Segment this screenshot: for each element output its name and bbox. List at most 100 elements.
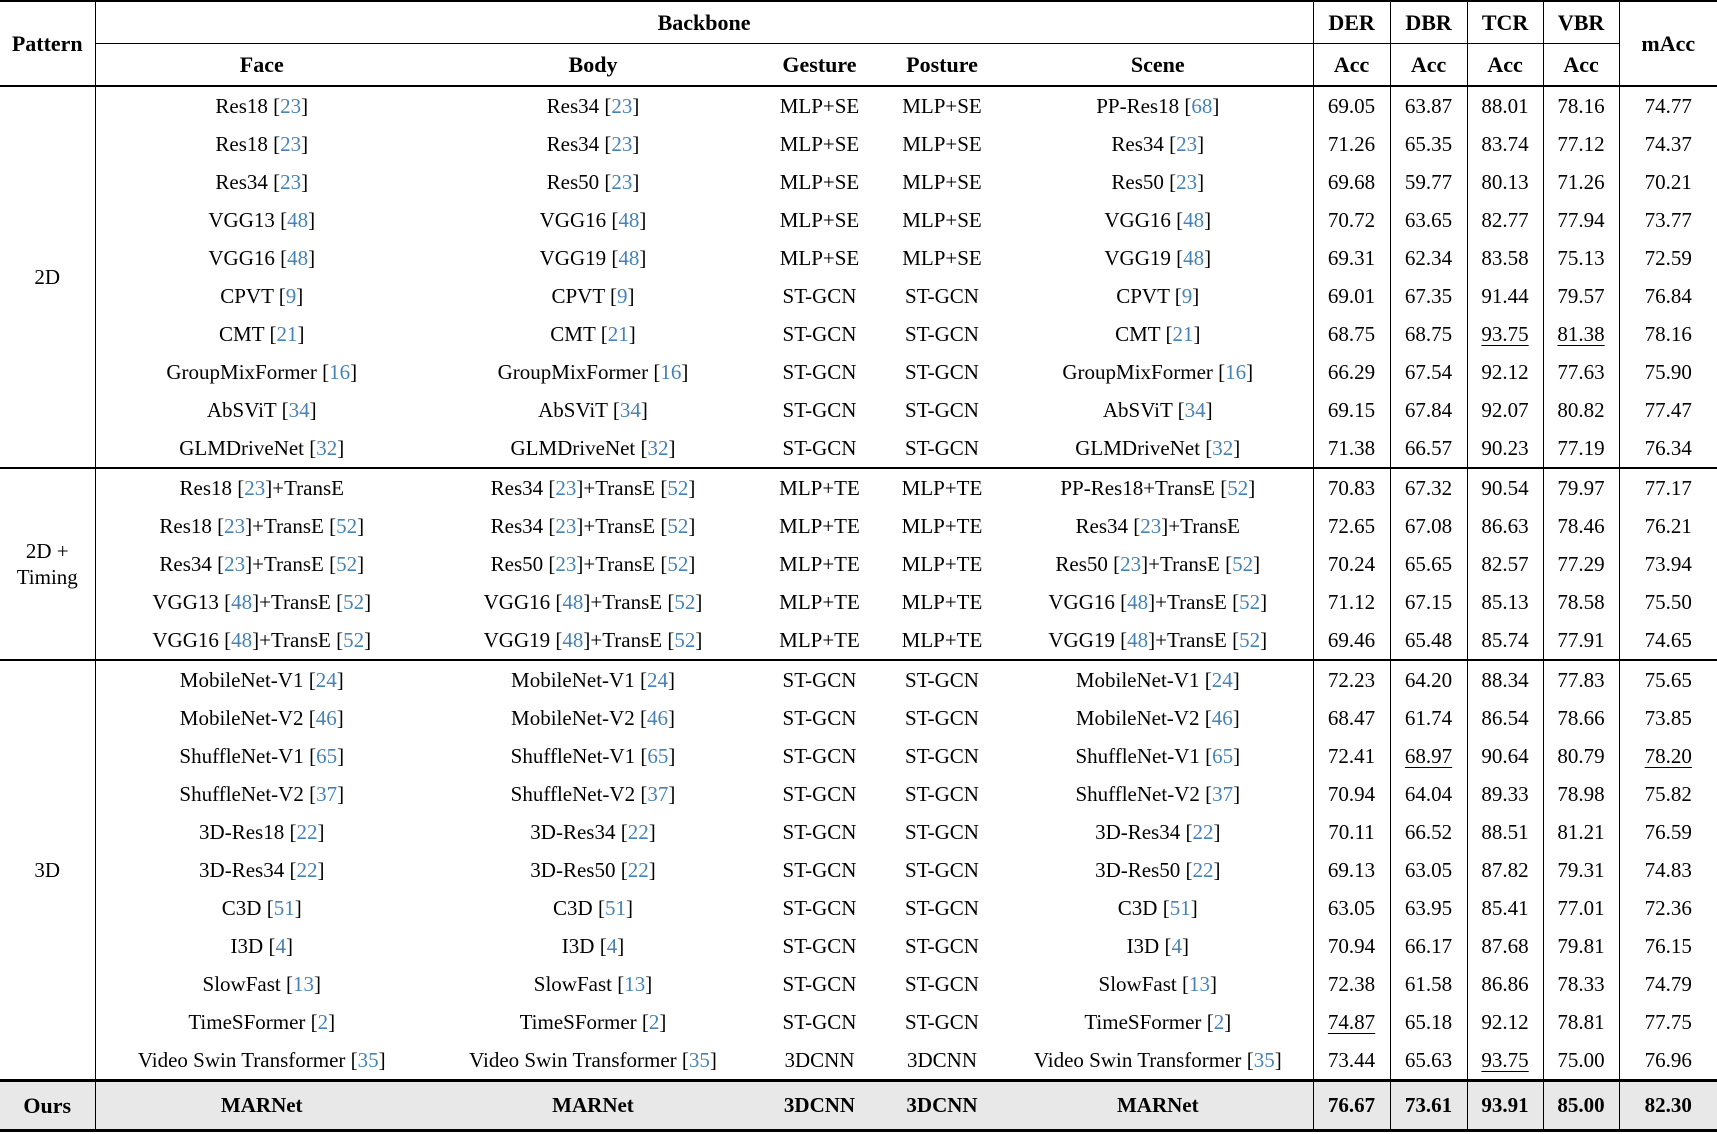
citation-link[interactable]: 2	[317, 1009, 329, 1034]
citation-link[interactable]: 65	[316, 743, 338, 768]
citation-link[interactable]: 23	[555, 475, 577, 500]
citation-link[interactable]: 48	[1183, 245, 1205, 270]
citation-link[interactable]: 46	[315, 705, 337, 730]
citation-link[interactable]: 52	[1227, 475, 1249, 500]
citation-link[interactable]: 22	[1192, 857, 1214, 882]
citation-link[interactable]: 52	[336, 513, 358, 538]
citation-link[interactable]: 46	[646, 705, 668, 730]
citation-link[interactable]: 23	[611, 169, 633, 194]
citation-link[interactable]: 48	[231, 627, 253, 652]
citation-link[interactable]: 52	[343, 589, 365, 614]
citation-link[interactable]: 37	[647, 781, 669, 806]
citation-link[interactable]: 52	[674, 589, 696, 614]
citation-link[interactable]: 2	[1213, 1009, 1225, 1034]
citation-link[interactable]: 35	[1253, 1047, 1275, 1072]
citation-link[interactable]: 13	[1188, 971, 1210, 996]
table-row: CPVT [9] CPVT [9] ST-GCN ST-GCN CPVT [9] 69.0…	[0, 277, 1717, 315]
citation-link[interactable]: 65	[647, 743, 669, 768]
citation-link[interactable]: 23	[1120, 551, 1142, 576]
citation-link[interactable]: 48	[287, 245, 309, 270]
citation-link[interactable]: 21	[276, 321, 298, 346]
citation-link[interactable]: 34	[619, 397, 641, 422]
citation-link[interactable]: 65	[1212, 743, 1234, 768]
citation-link[interactable]: 23	[611, 93, 633, 118]
citation-link[interactable]: 52	[1239, 627, 1261, 652]
citation-link[interactable]: 4	[275, 933, 286, 958]
citation-link[interactable]: 4	[606, 933, 618, 958]
citation-link[interactable]: 9	[1181, 283, 1193, 308]
citation-link[interactable]: 21	[607, 321, 629, 346]
citation-link[interactable]: 24	[1211, 667, 1233, 692]
citation-link[interactable]: 68	[1191, 93, 1213, 118]
citation-link[interactable]: 48	[618, 245, 640, 270]
citation-link[interactable]: 52	[667, 475, 689, 500]
citation-link[interactable]: 32	[647, 435, 669, 460]
citation-link[interactable]: 52	[667, 513, 689, 538]
citation-link[interactable]: 23	[1140, 513, 1162, 538]
citation-link[interactable]: 23	[555, 551, 577, 576]
citation-link[interactable]: 48	[1127, 627, 1149, 652]
citation-link[interactable]: 9	[617, 283, 628, 308]
citation-link[interactable]: 22	[627, 857, 649, 882]
citation-link[interactable]: 23	[280, 93, 302, 118]
citation-link[interactable]: 32	[316, 435, 338, 460]
face-cell: Res18 [23]	[215, 131, 309, 156]
citation-link[interactable]: 35	[357, 1047, 379, 1072]
citation-link[interactable]: 52	[336, 551, 358, 576]
citation-link[interactable]: 23	[611, 131, 633, 156]
citation-link[interactable]: 23	[1176, 131, 1198, 156]
citation-link[interactable]: 9	[285, 283, 297, 308]
citation-link[interactable]: 48	[1183, 207, 1205, 232]
citation-link[interactable]: 23	[555, 513, 577, 538]
citation-link[interactable]: 51	[1169, 895, 1191, 920]
citation-link[interactable]: 37	[1212, 781, 1234, 806]
citation-link[interactable]: 48	[1127, 589, 1149, 614]
citation-link[interactable]: 24	[646, 667, 668, 692]
citation-link[interactable]: 21	[1172, 321, 1194, 346]
citation-link[interactable]: 23	[280, 169, 302, 194]
citation-link[interactable]: 16	[329, 359, 351, 384]
citation-link[interactable]: 48	[231, 589, 253, 614]
table-row: C3D [51] C3D [51] ST-GCN ST-GCN C3D [51] 63.0…	[0, 889, 1717, 927]
citation-link[interactable]: 23	[244, 475, 266, 500]
citation-link[interactable]: 2	[648, 1009, 660, 1034]
citation-link[interactable]: 51	[604, 895, 626, 920]
citation-link[interactable]: 23	[280, 131, 302, 156]
citation-link[interactable]: 24	[315, 667, 337, 692]
tcr-acc-cell: 88.51	[1466, 813, 1544, 851]
citation-link[interactable]: 52	[1239, 589, 1261, 614]
citation-link[interactable]: 52	[674, 627, 696, 652]
citation-link[interactable]: 22	[1192, 819, 1214, 844]
citation-link[interactable]: 16	[1225, 359, 1247, 384]
face-cell: VGG13 [48]	[208, 207, 316, 232]
body-cell: VGG19 [48]+TransE [52]	[483, 627, 703, 652]
citation-link[interactable]: 51	[273, 895, 295, 920]
citation-link[interactable]: 13	[292, 971, 314, 996]
citation-link[interactable]: 48	[562, 589, 584, 614]
citation-link[interactable]: 4	[1171, 933, 1182, 958]
citation-link[interactable]: 35	[688, 1047, 710, 1072]
tcr-acc-cell: 86.86	[1466, 965, 1544, 1003]
citation-link[interactable]: 23	[1176, 169, 1198, 194]
body-cell: VGG19 [48]	[539, 245, 647, 270]
citation-link[interactable]: 22	[627, 819, 649, 844]
citation-link[interactable]: 48	[562, 627, 584, 652]
citation-link[interactable]: 13	[624, 971, 646, 996]
citation-link[interactable]: 23	[224, 513, 246, 538]
citation-link[interactable]: 37	[316, 781, 338, 806]
citation-link[interactable]: 16	[660, 359, 682, 384]
citation-link[interactable]: 22	[296, 819, 318, 844]
citation-link[interactable]: 34	[288, 397, 310, 422]
citation-link[interactable]: 32	[1212, 435, 1234, 460]
citation-link[interactable]: 52	[1232, 551, 1254, 576]
second-best-value: 78.20	[1644, 743, 1692, 768]
citation-link[interactable]: 22	[296, 857, 318, 882]
citation-link[interactable]: 34	[1184, 397, 1206, 422]
citation-link[interactable]: 23	[224, 551, 246, 576]
citation-link[interactable]: 52	[343, 627, 365, 652]
citation-link[interactable]: 46	[1211, 705, 1233, 730]
der-acc-cell: 70.11	[1312, 813, 1391, 851]
citation-link[interactable]: 52	[667, 551, 689, 576]
citation-link[interactable]: 48	[618, 207, 640, 232]
citation-link[interactable]: 48	[287, 207, 309, 232]
